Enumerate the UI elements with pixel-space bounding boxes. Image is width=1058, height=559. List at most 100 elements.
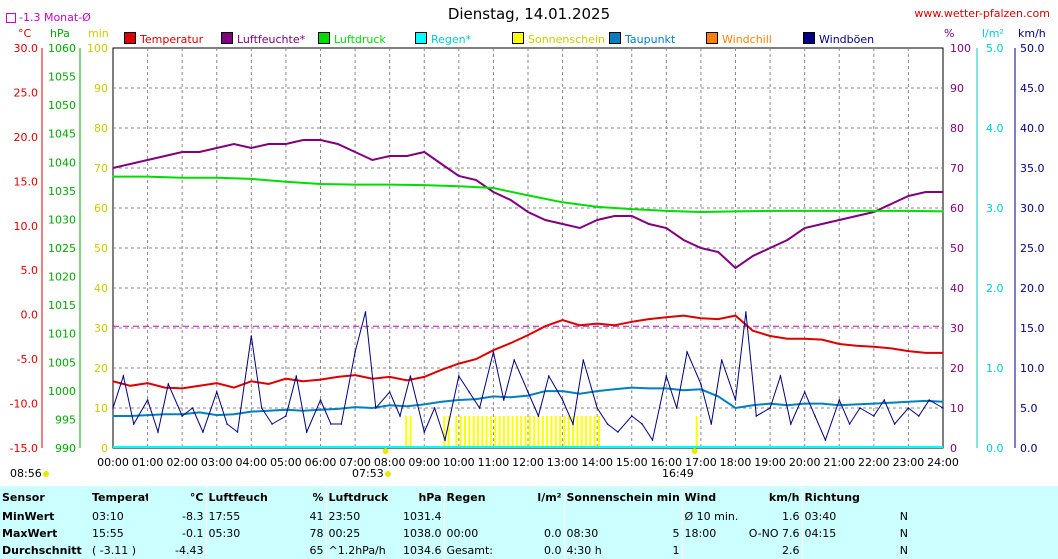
y-tick-humidity: 10 (950, 402, 964, 415)
y-tick-wind: 0.0 (1020, 442, 1038, 455)
left-time: 08:56 (10, 467, 42, 480)
series-point (399, 415, 401, 417)
series-point (215, 147, 218, 149)
series-point (458, 362, 460, 365)
sunshine-bar (472, 416, 475, 448)
hum-val: 65 (309, 544, 324, 557)
sun-time (563, 508, 622, 525)
y-tick-temperature: -10.0 (10, 398, 38, 411)
series-point (112, 407, 114, 409)
sunshine-bar (520, 416, 523, 448)
series-point (873, 345, 875, 348)
pres-val: 1031.4 (403, 510, 442, 523)
x-tick-label: 17:00 (685, 456, 717, 469)
y-tick-pressure: 1060 (48, 42, 76, 55)
series-point (458, 185, 460, 188)
rain-val: 0.0 (544, 527, 562, 540)
pres-val: 1038.0 (403, 527, 442, 540)
series-point (803, 337, 806, 340)
y-tick-pressure: 1020 (48, 271, 76, 284)
y-tick-pressure: 1055 (48, 71, 76, 84)
stats-row-min: MinWert 03:10 -8.3 17:55 41 23:50 1031.4… (0, 508, 1058, 525)
y-tick-wind: 40.0 (1020, 122, 1045, 135)
series-point (630, 320, 633, 323)
legend-swatch (221, 32, 233, 44)
y-tick-sunshine: 70 (94, 162, 108, 175)
y-tick-temperature: 15.0 (14, 175, 39, 188)
series-point (267, 409, 270, 412)
y-tick-pressure: 1045 (48, 128, 76, 141)
series-point (181, 151, 183, 153)
series-point (779, 375, 782, 377)
y-tick-sunshine: 10 (94, 402, 108, 415)
series-point (855, 344, 858, 347)
wind-val: O-NO 7.6 (748, 527, 800, 540)
stats-header-row: Sensor Temperatur °C Luftfeuchte % Luftd… (0, 486, 1058, 508)
series-point (330, 423, 332, 425)
series-point (336, 143, 339, 145)
legend-item: Windchill (706, 32, 772, 46)
row-label: MinWert (2, 510, 55, 523)
series-point (146, 382, 149, 384)
sun-marker (691, 448, 698, 454)
series-point (267, 143, 270, 145)
series-point (717, 318, 720, 320)
series-point (665, 210, 668, 212)
series-point (579, 227, 581, 229)
legend-swatch (124, 32, 136, 44)
legend-label: Regen* (431, 33, 472, 46)
y-tick-rain: 0.0 (986, 442, 1004, 455)
y-tick-wind: 30.0 (1020, 202, 1045, 215)
x-tick-label: 18:00 (720, 456, 752, 469)
series-point (561, 390, 564, 392)
series-point (406, 155, 408, 157)
series-point (630, 415, 633, 417)
series-point (710, 423, 713, 425)
x-tick-label: 21:00 (823, 456, 855, 469)
series-point (751, 329, 754, 332)
series-point (883, 399, 886, 401)
series-point (146, 399, 149, 401)
series-point (751, 404, 754, 407)
legend-swatch (512, 32, 524, 44)
x-tick-label: 00:00 (97, 456, 129, 469)
series-point (682, 314, 685, 317)
legend-label: Sonnenschein (528, 33, 605, 46)
sunshine-bar (468, 416, 471, 448)
series-point (371, 159, 374, 161)
series-point (561, 399, 564, 401)
legend-swatch (706, 32, 718, 44)
series-point (129, 415, 132, 417)
legend-swatch (318, 32, 330, 44)
series-point (388, 155, 391, 157)
sunshine-bar (511, 416, 514, 448)
series-point (164, 155, 166, 157)
series-point (544, 219, 547, 221)
series-point (198, 151, 201, 153)
series-point (641, 423, 643, 425)
series-point (423, 151, 426, 153)
x-tick-label: 20:00 (789, 456, 821, 469)
series-point (527, 194, 529, 197)
sunshine-bar (563, 416, 566, 448)
series-point (433, 407, 436, 409)
series-point (285, 408, 287, 411)
series-point (271, 423, 273, 425)
pres-val: 1034.6 (403, 544, 442, 557)
series-point (873, 415, 875, 417)
series-point (821, 223, 823, 225)
sunshine-bar (507, 416, 510, 448)
site-link[interactable]: www.wetter-pfalzen.com (914, 7, 1050, 20)
series-point (547, 375, 550, 377)
series-point (769, 402, 771, 405)
series-point (295, 375, 298, 377)
sun-time: 08:30 (563, 525, 622, 542)
series-point (226, 423, 228, 425)
series-point (751, 255, 754, 257)
sunshine-bar (528, 416, 531, 448)
sunshine-bar (533, 416, 536, 448)
series-point (354, 183, 356, 186)
hdr-wind: Wind (681, 486, 745, 508)
series-point (561, 223, 564, 225)
sunshine-bar (559, 416, 562, 448)
